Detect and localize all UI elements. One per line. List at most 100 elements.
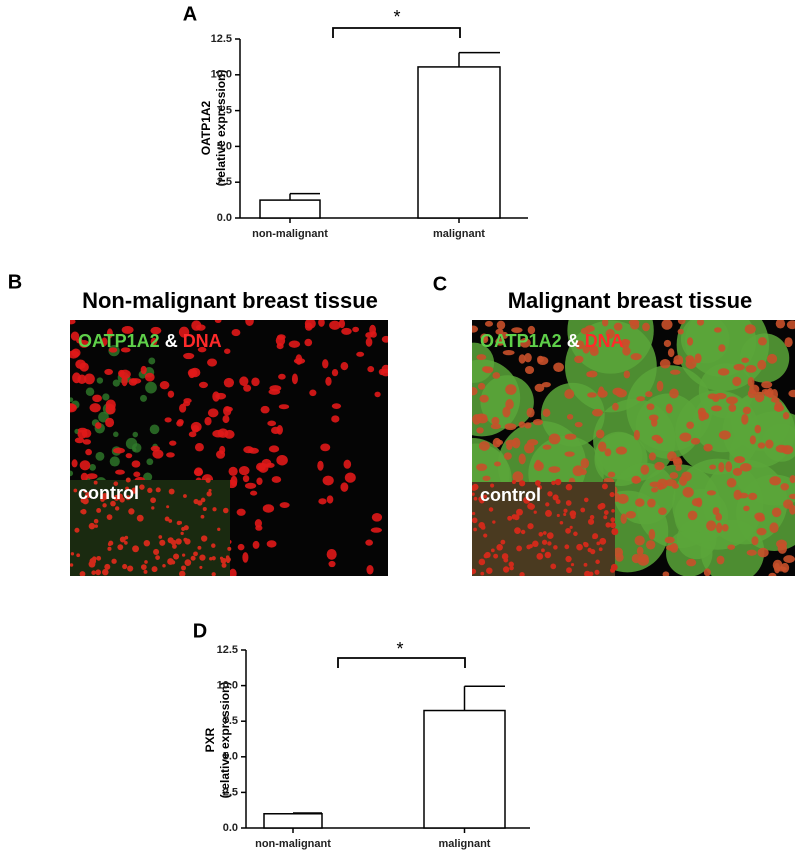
nucleus bbox=[271, 426, 281, 435]
nucleus bbox=[665, 403, 673, 414]
inset-nucleus bbox=[199, 554, 206, 561]
nucleus bbox=[728, 403, 737, 412]
inset-nucleus bbox=[551, 480, 556, 486]
nucleus bbox=[70, 403, 76, 412]
nucleus bbox=[255, 525, 263, 531]
error-bar bbox=[463, 685, 505, 711]
nucleus bbox=[789, 475, 795, 484]
stain-label: OATP1A2 & DNA bbox=[78, 331, 222, 351]
nucleus bbox=[574, 355, 584, 364]
bar bbox=[417, 66, 501, 219]
nucleus bbox=[767, 353, 778, 364]
inset-nucleus bbox=[472, 492, 475, 496]
inset-nucleus bbox=[559, 520, 564, 525]
nucleus bbox=[716, 522, 723, 534]
nucleus bbox=[502, 406, 511, 418]
nucleus bbox=[242, 552, 249, 563]
nucleus bbox=[537, 356, 549, 366]
nucleus bbox=[613, 322, 623, 331]
nucleus bbox=[519, 337, 531, 348]
nucleus bbox=[317, 460, 324, 471]
nucleus bbox=[754, 424, 762, 434]
nucleus bbox=[85, 448, 92, 456]
nucleus bbox=[636, 396, 645, 402]
inset-nucleus bbox=[74, 527, 80, 533]
nucleus bbox=[191, 424, 200, 433]
inset-nucleus bbox=[70, 552, 75, 556]
inset-nucleus bbox=[125, 477, 131, 483]
nucleus bbox=[757, 442, 766, 449]
nucleus bbox=[765, 439, 774, 449]
nucleus bbox=[648, 452, 656, 461]
nucleus bbox=[741, 413, 749, 425]
inset-nucleus bbox=[200, 514, 205, 519]
nucleus bbox=[553, 362, 565, 372]
nucleus bbox=[476, 354, 487, 361]
inset-nucleus bbox=[193, 551, 198, 557]
nucleus bbox=[564, 433, 577, 440]
nucleus bbox=[193, 468, 204, 477]
nucleus bbox=[518, 453, 526, 465]
inset-nucleus bbox=[538, 531, 544, 537]
inset-nucleus bbox=[209, 556, 213, 561]
nucleus bbox=[239, 376, 249, 387]
inset-nucleus bbox=[211, 572, 216, 576]
nucleus bbox=[631, 475, 641, 484]
inset-nucleus bbox=[599, 537, 607, 545]
nucleus bbox=[329, 320, 341, 330]
nucleus bbox=[340, 482, 349, 492]
nucleus bbox=[580, 327, 591, 335]
inset-nucleus bbox=[200, 535, 208, 542]
inset-nucleus bbox=[565, 527, 571, 534]
tissue-blob bbox=[672, 458, 764, 550]
nucleus bbox=[228, 466, 238, 476]
nucleus bbox=[771, 388, 778, 400]
inset-nucleus bbox=[180, 531, 184, 536]
nucleus bbox=[176, 420, 184, 427]
nucleus bbox=[630, 353, 642, 361]
inset-nucleus bbox=[552, 494, 559, 501]
nucleus bbox=[276, 454, 288, 466]
nucleus bbox=[481, 336, 489, 344]
nucleus bbox=[763, 389, 773, 397]
inset-nucleus bbox=[107, 546, 112, 551]
nucleus bbox=[669, 388, 679, 399]
nucleus bbox=[189, 367, 201, 378]
nucleus bbox=[532, 419, 544, 426]
inset-nucleus bbox=[96, 508, 102, 513]
y-tick-label: 10.0 bbox=[217, 680, 238, 692]
inset-nucleus bbox=[93, 480, 98, 485]
nucleus bbox=[768, 572, 777, 576]
inset-nucleus bbox=[211, 543, 216, 548]
nucleus bbox=[636, 546, 644, 556]
inset-nucleus bbox=[598, 547, 603, 552]
inset-nucleus bbox=[547, 491, 553, 497]
bar bbox=[423, 709, 506, 829]
panel-label: D bbox=[193, 620, 207, 642]
nucleus bbox=[718, 462, 725, 473]
inset-nucleus bbox=[609, 522, 616, 529]
nucleus bbox=[548, 433, 561, 445]
significance-bracket bbox=[337, 657, 466, 668]
inset-nucleus bbox=[592, 533, 599, 540]
inset-nucleus bbox=[151, 506, 155, 510]
bar bbox=[263, 813, 323, 829]
nucleus bbox=[381, 364, 388, 374]
nucleus bbox=[86, 473, 98, 480]
nucleus bbox=[677, 328, 684, 335]
nucleus bbox=[754, 391, 765, 403]
nucleus bbox=[751, 536, 759, 546]
nucleus bbox=[261, 458, 272, 468]
inset-nucleus bbox=[565, 483, 573, 491]
nucleus bbox=[167, 390, 175, 398]
nucleus bbox=[682, 487, 694, 498]
nucleus bbox=[548, 466, 561, 473]
inset-nucleus bbox=[523, 496, 531, 504]
nucleus bbox=[356, 351, 365, 357]
inset-nucleus bbox=[93, 518, 99, 524]
nucleus bbox=[117, 369, 125, 377]
inset-nucleus bbox=[556, 513, 560, 518]
nucleus bbox=[131, 460, 141, 468]
nucleus bbox=[89, 403, 101, 413]
